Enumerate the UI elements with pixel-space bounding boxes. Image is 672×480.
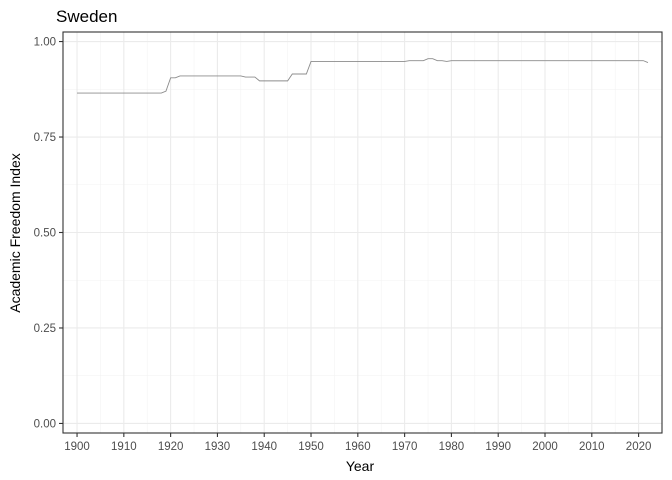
x-tick-label: 1920 [158, 441, 184, 453]
y-tick-label: 0.25 [34, 323, 56, 335]
y-tick-label: 0.00 [34, 418, 56, 430]
y-tick-label: 0.75 [34, 132, 56, 144]
x-tick-label: 2000 [532, 441, 558, 453]
x-tick-label: 1950 [298, 441, 324, 453]
x-tick-label: 1940 [251, 441, 277, 453]
chart-title: Sweden [56, 7, 117, 26]
y-axis: 0.00 0.25 0.50 0.75 1.00 [34, 37, 63, 430]
x-axis-title: Year [346, 458, 375, 474]
series-line [77, 58, 649, 94]
x-tick-label: 1910 [111, 441, 137, 453]
x-tick-label: 1990 [485, 441, 511, 453]
x-tick-label: 2010 [579, 441, 605, 453]
y-tick-label: 1.00 [34, 37, 56, 49]
x-tick-label: 2020 [626, 441, 652, 453]
x-tick-label: 1970 [392, 441, 418, 453]
x-axis: 1900 1910 1920 1930 1940 1950 1960 1970 1980 1990… [64, 433, 651, 453]
series-layer [77, 58, 649, 94]
x-tick-label: 1960 [345, 441, 371, 453]
y-tick-label: 0.50 [34, 228, 56, 240]
x-tick-label: 1980 [439, 441, 465, 453]
grid [63, 32, 662, 433]
x-tick-label: 1930 [205, 441, 231, 453]
x-tick-label: 1900 [64, 441, 90, 453]
y-axis-title: Academic Freedom Index [7, 153, 23, 313]
